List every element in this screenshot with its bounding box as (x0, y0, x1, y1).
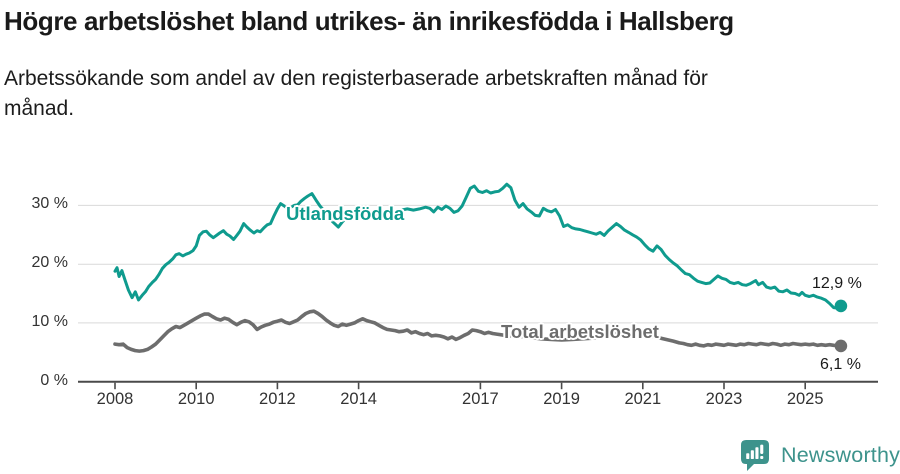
bar-small (746, 453, 750, 459)
y-axis-label-0: 0 % (40, 371, 68, 389)
x-axis-label-2017: 2017 (462, 390, 499, 408)
series-line-utlandsfodda (113, 182, 843, 310)
chart-subtitle: Arbetssökande som andel av den registerb… (4, 67, 708, 120)
end-value-label-utlandsfodda: 12,9 % (812, 275, 862, 292)
y-axis-label-30: 30 % (31, 195, 68, 213)
end-value-label-total: 6,1 % (820, 356, 861, 373)
x-axis-label-2008: 2008 (96, 390, 134, 408)
series-label-utlandsfodda: Utlandsfödda (286, 203, 405, 224)
x-axis-label-2025: 2025 (786, 390, 824, 408)
x-axis-label-2010: 2010 (177, 390, 215, 408)
y-axis-label-20: 20 % (31, 254, 68, 272)
newsworthy-logo: Newsworthy (740, 439, 900, 472)
series-line-total (113, 309, 843, 353)
series-label-total-arbetsloshet: Total arbetslöshet (501, 321, 659, 342)
x-axis-label-2023: 2023 (705, 390, 743, 408)
series-end-dot-total (834, 339, 848, 353)
chart-title: Högre arbetslöshet bland utrikes- än inr… (4, 6, 734, 36)
newsworthy-wordmark: Newsworthy (781, 443, 900, 467)
series-end-dot-utlandsfodda (834, 299, 848, 313)
x-axis-label-2012: 2012 (259, 390, 296, 408)
bar-medium (750, 450, 754, 459)
x-axis-label-2021: 2021 (624, 390, 662, 408)
x-axis-label-2019: 2019 (543, 390, 580, 408)
newsworthy-speech-bubble-icon (741, 440, 769, 471)
bar-large (755, 447, 759, 459)
y-axis-label-10: 10 % (31, 312, 68, 330)
exclamation-dot (760, 456, 764, 459)
x-axis-label-2014: 2014 (340, 390, 377, 408)
exclamation-stem (760, 444, 764, 454)
